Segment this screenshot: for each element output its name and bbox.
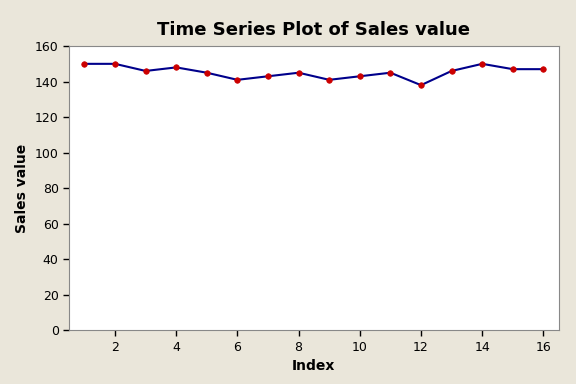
- Y-axis label: Sales value: Sales value: [16, 144, 29, 233]
- Title: Time Series Plot of Sales value: Time Series Plot of Sales value: [157, 21, 471, 39]
- X-axis label: Index: Index: [292, 359, 336, 373]
